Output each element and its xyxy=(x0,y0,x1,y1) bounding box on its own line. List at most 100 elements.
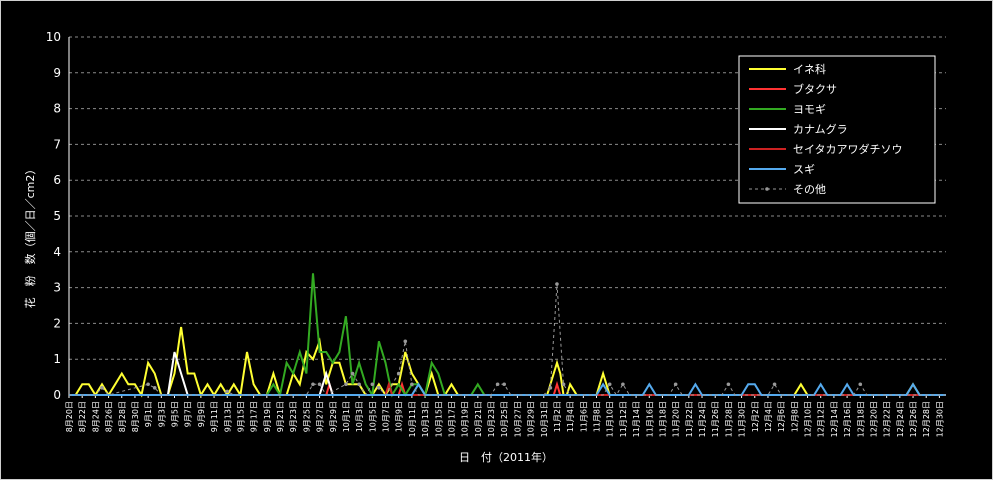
x-tick-label: 11月12日 xyxy=(619,401,628,437)
x-tick-label: 12月18日 xyxy=(856,401,865,437)
x-tick-label: 11月10日 xyxy=(606,401,615,437)
x-tick-label: 10月15日 xyxy=(434,401,443,437)
y-tick-label: 9 xyxy=(53,66,61,80)
other-point xyxy=(555,282,559,286)
x-tick-label: 12月26日 xyxy=(909,401,918,437)
x-tick-label: 10月13日 xyxy=(421,401,430,437)
x-tick-label: 10月19日 xyxy=(461,401,470,437)
other-point xyxy=(403,339,408,344)
x-tick-label: 11月30日 xyxy=(738,401,747,437)
x-tick-label: 11月8日 xyxy=(593,401,602,432)
x-tick-label: 11月14日 xyxy=(632,401,641,437)
other-point xyxy=(225,389,230,394)
x-axis: 8月20日 8月22日 8月24日 8月26日 8月28日 8月30日 9月1日 9月3日 9月… xyxy=(65,394,946,437)
x-tick-label: 8月20日 xyxy=(65,401,74,432)
x-tick-label: 9月17日 xyxy=(250,401,259,432)
x-tick-label: 9月21日 xyxy=(276,401,285,432)
other-point xyxy=(621,382,625,387)
y-axis-title: 花 粉 数（個／日／cm2） xyxy=(24,164,37,309)
series-line-1 xyxy=(69,380,946,396)
other-point xyxy=(410,382,414,387)
other-point xyxy=(311,382,315,387)
other-point xyxy=(726,382,731,387)
x-tick-label: 9月29日 xyxy=(329,401,338,432)
x-tick-label: 9月7日 xyxy=(184,401,193,427)
series-line-2 xyxy=(69,273,946,398)
x-tick-label: 10月25日 xyxy=(500,401,509,437)
x-tick-label: 9月9日 xyxy=(197,401,206,427)
x-tick-label: 11月6日 xyxy=(579,401,588,432)
series-lines xyxy=(69,273,946,398)
other-point xyxy=(858,382,863,387)
legend-label-3: カナムグラ xyxy=(793,122,848,136)
x-tick-label: 10月29日 xyxy=(527,401,536,437)
x-tick-label: 9月27日 xyxy=(316,401,325,432)
series-line-0 xyxy=(69,326,946,398)
x-tick-label: 9月25日 xyxy=(302,401,311,432)
legend-label-2: ヨモギ xyxy=(793,103,826,116)
other-point xyxy=(607,382,612,387)
legend-label-0: イネ科 xyxy=(793,62,826,76)
x-tick-label: 10月27日 xyxy=(513,401,522,437)
x-tick-label: 8月26日 xyxy=(105,401,114,432)
y-tick-label: 6 xyxy=(53,173,61,187)
x-tick-label: 9月3日 xyxy=(157,401,166,427)
y-tick-label: 2 xyxy=(53,316,61,330)
legend-label-1: ブタクサ xyxy=(793,82,837,96)
y-tick-label: 3 xyxy=(53,281,61,295)
x-tick-label: 10月5日 xyxy=(368,401,377,432)
x-tick-label: 10月17日 xyxy=(447,401,456,437)
x-tick-label: 12月22日 xyxy=(883,401,892,437)
x-tick-label: 12月12日 xyxy=(817,401,826,437)
other-point xyxy=(561,382,566,387)
other-point xyxy=(317,382,322,387)
x-tick-label: 10月31日 xyxy=(540,401,549,437)
x-tick-label: 9月19日 xyxy=(263,401,272,432)
x-tick-label: 9月1日 xyxy=(144,401,153,427)
x-tick-label: 10月1日 xyxy=(342,401,351,432)
y-tick-label: 0 xyxy=(53,388,61,402)
x-tick-label: 10月7日 xyxy=(382,401,391,432)
other-point xyxy=(396,371,401,376)
other-point xyxy=(673,382,678,387)
x-tick-label: 9月5日 xyxy=(171,401,180,427)
x-tick-label: 8月22日 xyxy=(78,401,87,432)
gridlines xyxy=(69,36,946,360)
legend-label-5: スギ xyxy=(793,163,815,176)
x-tick-label: 11月20日 xyxy=(672,401,681,437)
series-line-3 xyxy=(69,351,946,396)
x-tick-label: 12月30日 xyxy=(935,401,944,437)
other-point xyxy=(100,386,104,390)
x-tick-label: 10月9日 xyxy=(395,401,404,432)
x-tick-label: 9月13日 xyxy=(223,401,232,432)
x-tick-label: 12月24日 xyxy=(896,401,905,437)
x-tick-label: 12月20日 xyxy=(869,401,878,437)
x-tick-label: 11月18日 xyxy=(658,401,667,437)
x-tick-label: 11月24日 xyxy=(698,401,707,437)
other-point xyxy=(370,382,375,387)
x-tick-label: 10月23日 xyxy=(487,401,496,437)
x-tick-label: 9月15日 xyxy=(236,401,245,432)
other-point xyxy=(495,382,500,387)
x-tick-label: 10月3日 xyxy=(355,401,364,432)
other-point xyxy=(152,386,157,390)
x-tick-label: 11月16日 xyxy=(645,401,654,437)
x-tick-label: 11月4日 xyxy=(566,401,575,432)
legend-label-6: その他 xyxy=(793,183,826,196)
x-tick-label: 12月8日 xyxy=(790,401,799,432)
legend-swatch-point xyxy=(765,187,769,191)
other-point xyxy=(548,386,553,390)
other-point xyxy=(377,386,381,390)
y-tick-label: 5 xyxy=(53,209,61,223)
x-tick-label: 12月16日 xyxy=(843,401,852,437)
x-tick-label: 11月2日 xyxy=(553,401,562,432)
x-tick-label: 12月6日 xyxy=(777,401,786,432)
x-tick-label: 8月28日 xyxy=(118,401,127,432)
y-tick-label: 1 xyxy=(53,352,61,366)
x-tick-label: 12月10日 xyxy=(804,401,813,437)
series-line-6 xyxy=(69,283,946,396)
x-tick-label: 10月11日 xyxy=(408,401,417,437)
